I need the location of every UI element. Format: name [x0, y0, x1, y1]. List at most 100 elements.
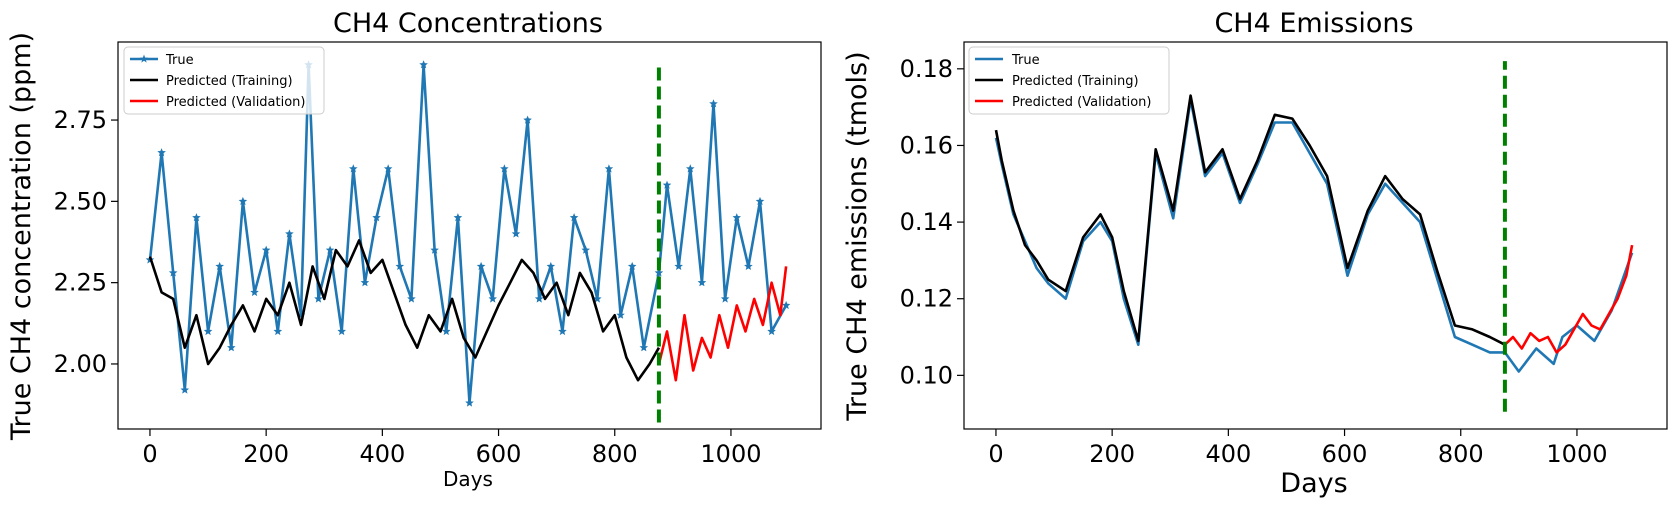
emissions-axes-frame	[963, 41, 1668, 430]
emissions-y-tick-label: 0.14	[900, 208, 953, 236]
concentrations-x-tick-label: 400	[359, 440, 405, 468]
concentrations-true-point	[203, 326, 213, 336]
concentrations-true-point	[546, 261, 556, 270]
concentrations-true-point	[616, 310, 625, 319]
concentrations-true-point	[639, 343, 649, 352]
concentrations-true-point	[511, 229, 521, 238]
concentrations-true-point	[215, 261, 224, 270]
emissions-legend-true-label: True	[1011, 53, 1040, 68]
concentrations-true-point	[227, 343, 236, 352]
concentrations-true-point	[627, 261, 637, 270]
concentrations-true-point	[781, 300, 791, 310]
concentrations-x-tick-label: 1000	[700, 440, 761, 468]
emissions-legend-validation-label: Predicted (Validation)	[1012, 95, 1152, 110]
concentrations-true-point	[325, 245, 335, 254]
concentrations-plot-area	[117, 41, 822, 430]
concentrations-series-predicted-validation	[657, 266, 788, 382]
concentrations-x-tick-label: 600	[476, 440, 522, 468]
concentrations-true-point	[349, 164, 358, 173]
concentrations-true-point	[744, 261, 753, 270]
concentrations-true-point	[604, 164, 614, 173]
emissions-y-tick-label: 0.10	[900, 361, 953, 389]
concentrations-true-point	[686, 164, 695, 173]
concentrations-true-point	[697, 278, 707, 287]
concentrations-series-true	[148, 63, 788, 405]
concentrations-true-point	[476, 261, 486, 270]
emissions-y-tick-label: 0.16	[900, 131, 953, 159]
concentrations-true-point	[732, 213, 741, 222]
concentrations-true-point	[250, 287, 259, 297]
concentrations-true-point	[534, 294, 544, 303]
emissions-x-tick-label: 0	[988, 440, 1003, 468]
concentrations-legend-box	[123, 46, 325, 115]
concentrations-true-point	[430, 245, 439, 254]
concentrations-true-point	[261, 245, 271, 254]
concentrations-legend-true-label: True	[165, 53, 194, 68]
concentrations-axes-frame	[117, 41, 822, 430]
concentrations-true-point	[593, 294, 602, 303]
concentrations-x-axis-label: Days	[443, 467, 493, 491]
concentrations-y-tick-label: 2.25	[54, 269, 107, 297]
concentrations-legend-true-marker	[139, 54, 149, 63]
concentrations-subplot: CH4 Concentrations 0 200 400 600 800 1000 2.0…	[6, 8, 822, 491]
concentrations-y-tick-label: 2.75	[54, 106, 107, 134]
concentrations-y-axis-label: True CH4 concentration (ppm)	[6, 32, 37, 441]
concentrations-true-point	[767, 326, 776, 336]
concentrations-true-point	[654, 268, 664, 277]
emissions-series-true	[994, 98, 1634, 373]
emissions-subplot: CH4 Emissions 0 200 400 600 800 1000 0.10 0.12…	[842, 8, 1668, 499]
concentrations-x-tick-label: 200	[243, 440, 289, 468]
emissions-title: CH4 Emissions	[1214, 8, 1413, 39]
concentrations-true-point	[419, 60, 428, 69]
emissions-legend-box	[968, 46, 1170, 115]
concentrations-true-point	[238, 196, 248, 205]
emissions-x-axis-label: Days	[1280, 468, 1347, 499]
emissions-series-predicted-training	[994, 94, 1506, 346]
emissions-y-tick-label: 0.18	[900, 55, 953, 83]
emissions-x-tick-label: 600	[1322, 440, 1368, 468]
concentrations-true-point	[488, 294, 497, 303]
emissions-legend: True Predicted (Training) Predicted (Val…	[968, 46, 1170, 115]
concentrations-true-point	[157, 148, 166, 157]
emissions-x-tick-label: 800	[1438, 440, 1484, 468]
concentrations-true-point	[558, 326, 567, 336]
concentrations-true-point	[755, 196, 765, 205]
concentrations-series-predicted-training	[148, 239, 661, 382]
concentrations-true-point	[285, 229, 294, 238]
emissions-legend-training-label: Predicted (Training)	[1012, 74, 1139, 89]
concentrations-legend-validation-label: Predicted (Validation)	[166, 95, 306, 110]
concentrations-y-tick-label: 2.50	[54, 187, 107, 215]
concentrations-true-point	[523, 115, 532, 124]
emissions-x-tick-label: 200	[1089, 440, 1135, 468]
emissions-plot-area	[963, 41, 1668, 430]
concentrations-true-point	[500, 164, 509, 173]
concentrations-true-point	[273, 326, 283, 336]
emissions-x-tick-label: 400	[1205, 440, 1251, 468]
concentrations-legend: True Predicted (Training) Predicted (Val…	[123, 46, 325, 115]
concentrations-true-point	[360, 278, 370, 287]
concentrations-true-point	[180, 385, 190, 394]
concentrations-true-point	[407, 294, 416, 303]
concentrations-true-point	[465, 398, 474, 407]
concentrations-true-point	[453, 213, 463, 222]
concentrations-x-tick-label: 800	[592, 440, 638, 468]
concentrations-true-point	[674, 261, 683, 270]
concentrations-true-point	[709, 99, 718, 108]
concentrations-true-point	[337, 326, 346, 336]
concentrations-true-point	[192, 213, 201, 222]
concentrations-true-point	[569, 213, 579, 222]
concentrations-y-tick-label: 2.00	[54, 350, 107, 378]
concentrations-true-point	[442, 326, 451, 336]
emissions-series-predicted-validation	[1504, 244, 1634, 354]
concentrations-true-point	[383, 164, 393, 173]
emissions-x-tick-label: 1000	[1546, 440, 1607, 468]
concentrations-title: CH4 Concentrations	[333, 8, 603, 39]
concentrations-x-tick-label: 0	[142, 440, 157, 468]
emissions-y-axis-label: True CH4 emissions (tmols)	[842, 51, 873, 421]
concentrations-true-point	[314, 294, 323, 303]
concentrations-legend-training-label: Predicted (Training)	[166, 74, 293, 89]
concentrations-true-point	[662, 180, 672, 189]
concentrations-true-point	[372, 213, 381, 222]
concentrations-true-point	[720, 294, 730, 303]
